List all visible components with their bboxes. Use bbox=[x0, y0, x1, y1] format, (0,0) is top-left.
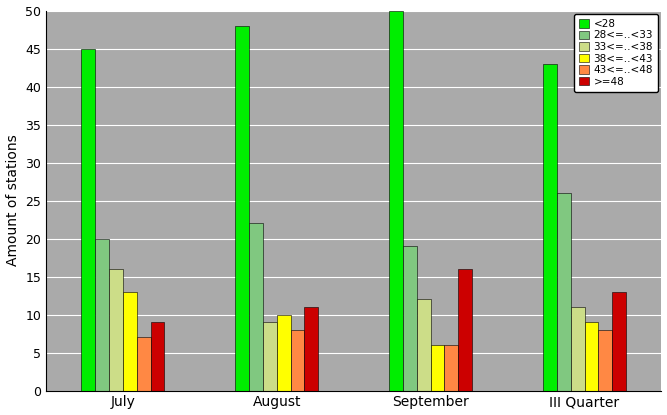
Bar bbox=[557, 193, 571, 391]
Bar bbox=[612, 292, 626, 391]
Bar bbox=[123, 292, 137, 391]
Bar bbox=[277, 315, 291, 391]
Bar bbox=[389, 10, 403, 391]
Bar bbox=[95, 239, 109, 391]
Bar bbox=[571, 307, 584, 391]
Bar bbox=[417, 299, 431, 391]
Bar bbox=[431, 345, 444, 391]
Bar bbox=[543, 64, 557, 391]
Bar bbox=[109, 269, 123, 391]
Legend: <28, 28<=..<33, 33<=..<38, 38<=..<43, 43<=..<48, >=48: <28, 28<=..<33, 33<=..<38, 38<=..<43, 43… bbox=[574, 14, 658, 92]
Bar bbox=[598, 330, 612, 391]
Y-axis label: Amount of stations: Amount of stations bbox=[5, 135, 19, 266]
Bar bbox=[263, 322, 277, 391]
Bar bbox=[458, 269, 472, 391]
Bar bbox=[137, 337, 151, 391]
Bar bbox=[444, 345, 458, 391]
Bar bbox=[291, 330, 304, 391]
Bar bbox=[403, 246, 417, 391]
Bar bbox=[235, 26, 249, 391]
Bar bbox=[249, 223, 263, 391]
Bar bbox=[151, 322, 165, 391]
Bar bbox=[304, 307, 318, 391]
Bar bbox=[81, 49, 95, 391]
Bar bbox=[584, 322, 598, 391]
